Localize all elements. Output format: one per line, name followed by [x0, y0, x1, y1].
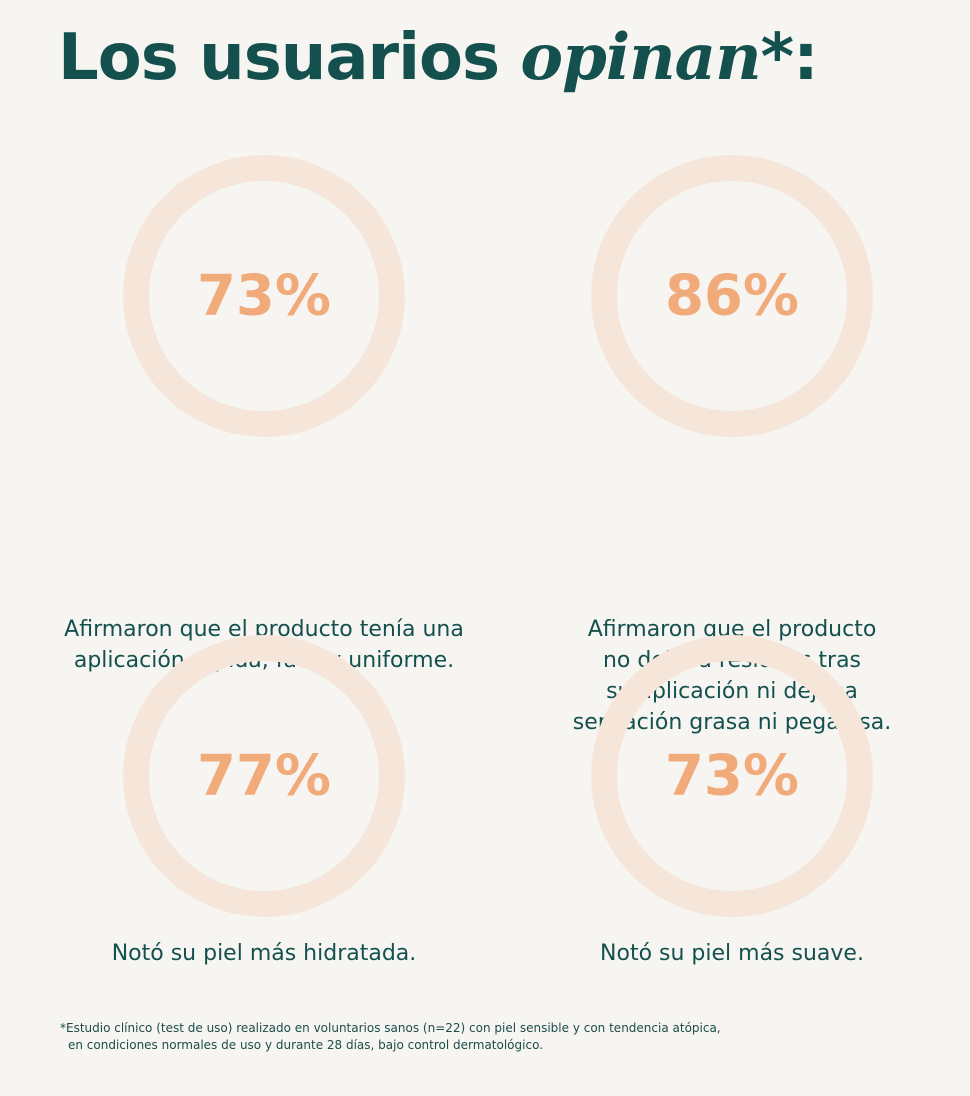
donut-track: [591, 155, 873, 437]
title-prefix: Los usuarios: [58, 21, 521, 95]
footnote-line: *Estudio clínico (test de uso) realizado…: [60, 1021, 721, 1035]
page-title: Los usuarios opinan*:: [58, 18, 819, 98]
footnote-line: en condiciones normales de uso y durante…: [68, 1038, 544, 1052]
donut-chart: 73%: [123, 155, 405, 437]
percentage-label: 73%: [665, 744, 799, 809]
percentage-label: 86%: [665, 264, 799, 329]
donut-chart: 73%: [591, 635, 873, 917]
donut-chart: 77%: [123, 635, 405, 917]
percentage-label: 73%: [197, 264, 331, 329]
footnote: *Estudio clínico (test de uso) realizado…: [60, 1020, 920, 1054]
title-suffix: *:: [760, 21, 819, 95]
stat-caption: Notó su piel más suave.: [512, 938, 952, 969]
caption-line: Notó su piel más suave.: [600, 941, 864, 966]
donut-track: [123, 635, 405, 917]
title-accent: opinan: [520, 20, 761, 95]
caption-line: Notó su piel más hidratada.: [111, 941, 417, 966]
donut-track: [591, 635, 873, 917]
stat-caption: Notó su piel más hidratada.: [44, 938, 484, 969]
donut-chart: 86%: [591, 155, 873, 437]
percentage-label: 77%: [197, 744, 331, 809]
donut-track: [123, 155, 405, 437]
